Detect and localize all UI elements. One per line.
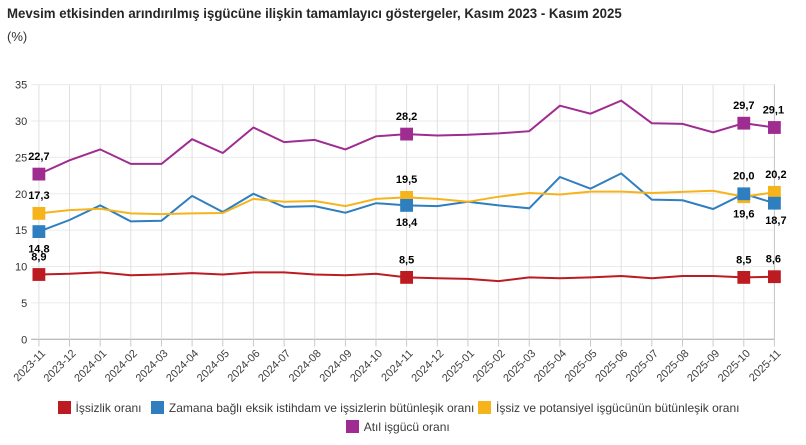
svg-text:19,6: 19,6	[733, 209, 754, 221]
svg-text:2024-12: 2024-12	[409, 348, 446, 385]
svg-text:2024-07: 2024-07	[256, 348, 293, 385]
svg-text:2024-08: 2024-08	[287, 348, 324, 385]
svg-text:5: 5	[21, 298, 27, 310]
svg-text:2025-05: 2025-05	[563, 348, 600, 385]
svg-text:8,6: 8,6	[766, 254, 781, 266]
svg-text:29,7: 29,7	[733, 100, 754, 112]
svg-text:10: 10	[15, 262, 27, 274]
svg-text:30: 30	[15, 116, 27, 128]
svg-text:2024-05: 2024-05	[195, 348, 232, 385]
svg-text:2025-01: 2025-01	[440, 348, 477, 385]
svg-text:2025-03: 2025-03	[501, 348, 538, 385]
svg-text:25: 25	[15, 152, 27, 164]
svg-text:8,5: 8,5	[736, 254, 751, 266]
svg-text:20,2: 20,2	[765, 169, 786, 181]
svg-text:17,3: 17,3	[28, 190, 49, 202]
svg-text:20,0: 20,0	[733, 171, 754, 183]
svg-text:2024-02: 2024-02	[103, 348, 140, 385]
svg-text:2025-11: 2025-11	[747, 348, 783, 384]
svg-text:2024-06: 2024-06	[225, 348, 262, 385]
svg-text:20: 20	[15, 189, 27, 201]
svg-text:2024-09: 2024-09	[317, 348, 354, 385]
svg-text:2024-11: 2024-11	[379, 348, 415, 384]
svg-text:2025-08: 2025-08	[655, 348, 692, 385]
svg-text:22,7: 22,7	[28, 151, 49, 163]
svg-text:2024-01: 2024-01	[72, 348, 109, 385]
svg-text:2025-06: 2025-06	[593, 348, 630, 385]
svg-text:0: 0	[21, 334, 27, 346]
svg-text:2025-02: 2025-02	[471, 348, 508, 385]
svg-text:2025-04: 2025-04	[532, 348, 569, 385]
svg-text:2024-04: 2024-04	[164, 348, 201, 385]
svg-text:19,5: 19,5	[396, 174, 417, 186]
svg-text:2025-09: 2025-09	[685, 348, 722, 385]
svg-text:2024-10: 2024-10	[348, 348, 385, 385]
svg-text:8,9: 8,9	[31, 252, 46, 264]
svg-text:2023-12: 2023-12	[42, 348, 79, 385]
svg-text:18,7: 18,7	[765, 215, 786, 227]
svg-text:2023-11: 2023-11	[12, 348, 48, 384]
svg-text:28,2: 28,2	[396, 111, 417, 123]
svg-text:2024-03: 2024-03	[134, 348, 171, 385]
svg-text:2025-10: 2025-10	[716, 348, 753, 385]
svg-text:14,8: 14,8	[28, 243, 49, 255]
svg-text:2025-07: 2025-07	[624, 348, 661, 385]
svg-text:29,1: 29,1	[763, 104, 784, 116]
svg-text:8,5: 8,5	[399, 254, 414, 266]
svg-text:18,4: 18,4	[396, 217, 418, 229]
svg-text:35: 35	[15, 80, 27, 92]
svg-text:15: 15	[15, 225, 27, 237]
